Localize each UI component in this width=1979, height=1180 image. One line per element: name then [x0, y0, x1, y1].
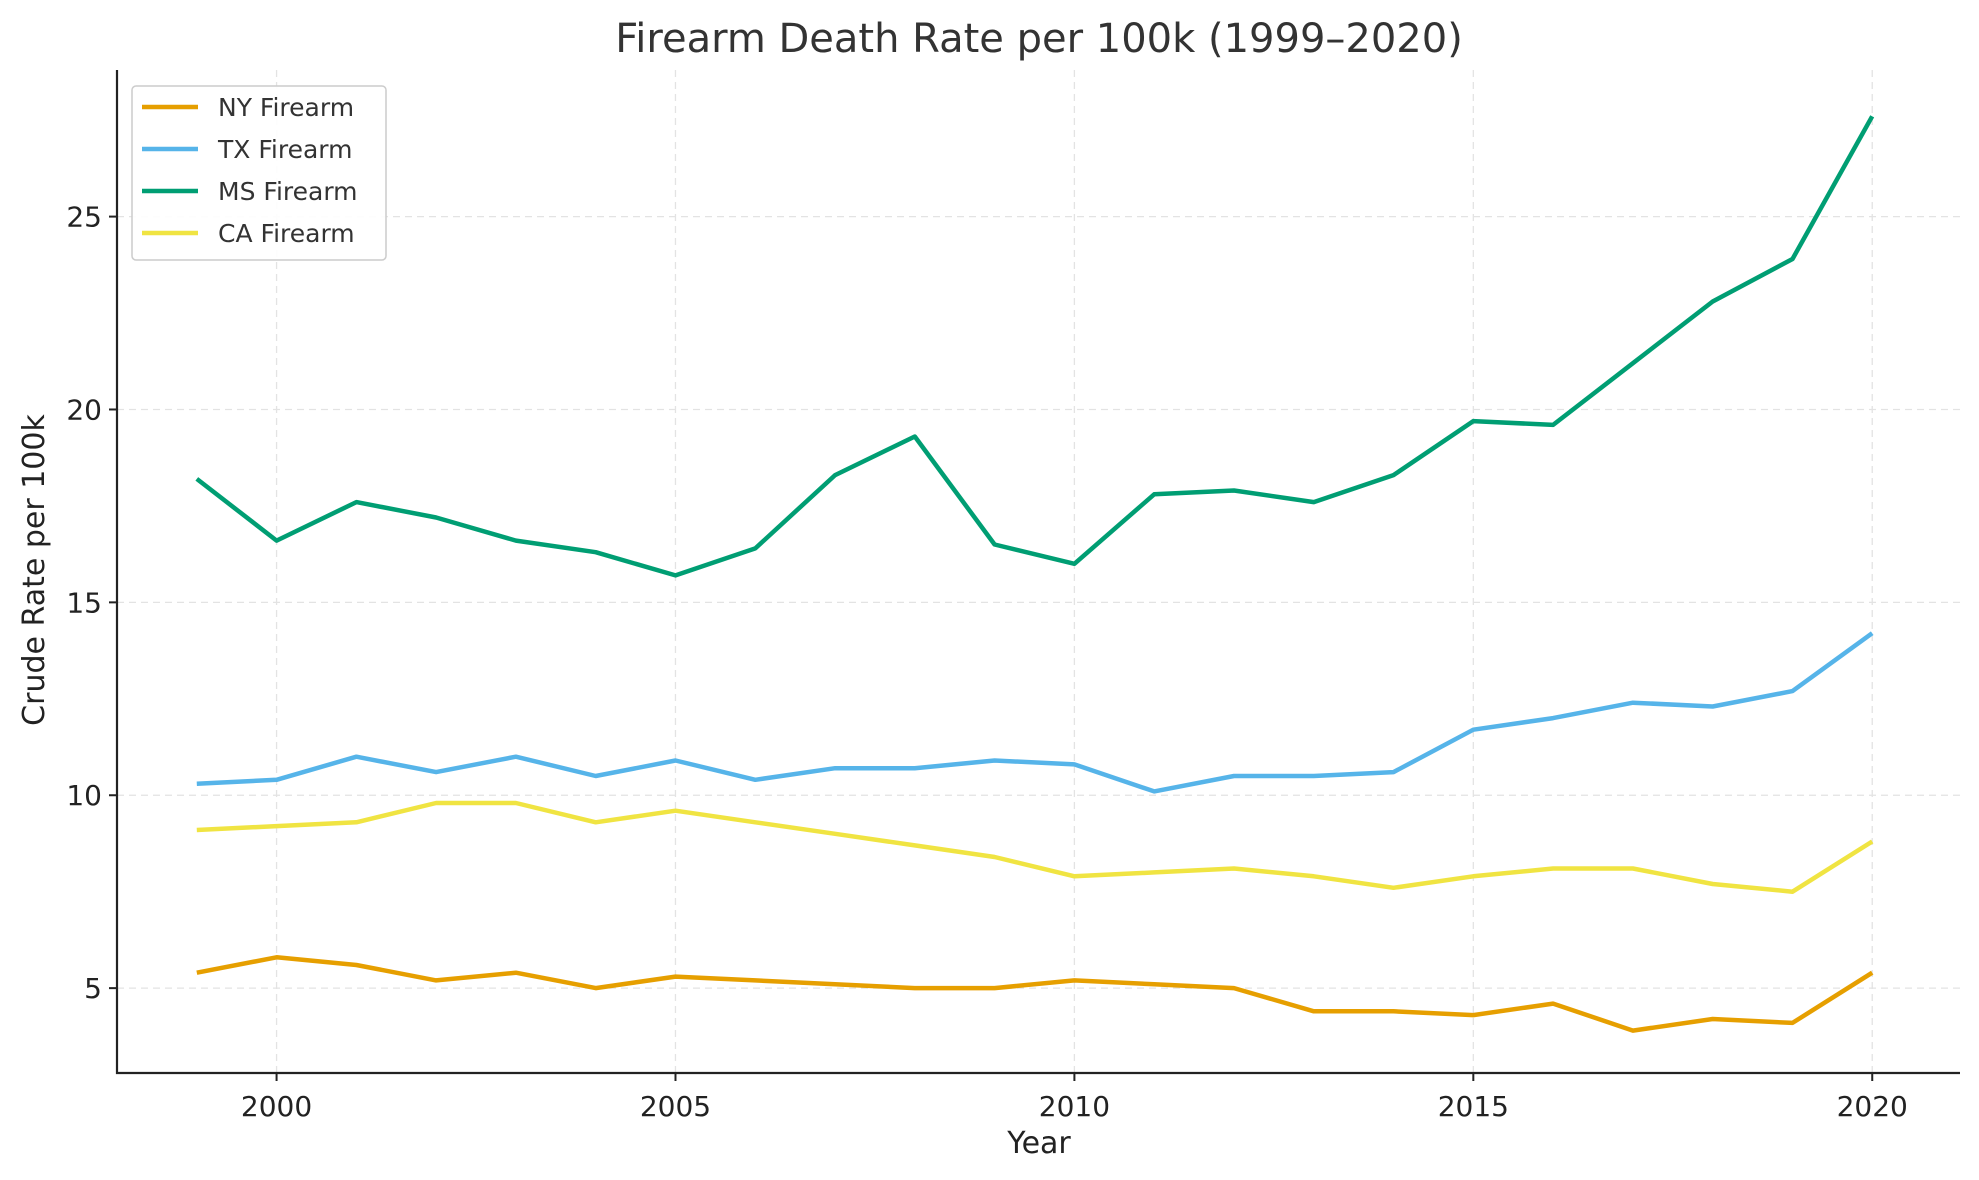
x-axis-label: Year	[1006, 1126, 1071, 1161]
x-tick-label-2000: 2000	[241, 1090, 312, 1123]
y-axis-label: Crude Rate per 100k	[17, 414, 52, 726]
y-tick-label-20: 20	[66, 393, 102, 426]
series-line-ca-firearm	[196, 800, 1874, 894]
axes-frame	[115, 70, 1960, 1075]
x-tick-label-2010: 2010	[1039, 1090, 1110, 1123]
legend: NY Firearm TX Firearm MS Firearm CA Firearm	[131, 85, 387, 261]
legend-frame	[131, 85, 387, 261]
series-line-ms-firearm	[195, 115, 1875, 578]
x-tick-label-2020: 2020	[1837, 1090, 1908, 1123]
legend-label-ca-firearm: CA Firearm	[218, 219, 355, 248]
series-layer	[195, 115, 1875, 1033]
y-axis: 5 10 15 20 25	[66, 201, 117, 1005]
x-tick-label-2005: 2005	[640, 1090, 711, 1123]
legend-label-ny-firearm: NY Firearm	[218, 93, 354, 122]
legend-label-tx-firearm: TX Firearm	[217, 135, 352, 164]
x-tick-label-2015: 2015	[1438, 1090, 1509, 1123]
grid	[117, 70, 1960, 1073]
y-tick-label-5: 5	[84, 972, 102, 1005]
chart-title: Firearm Death Rate per 100k (1999–2020)	[615, 16, 1463, 62]
y-tick-label-25: 25	[66, 201, 102, 234]
series-line-ny-firearm	[196, 955, 1874, 1033]
x-axis: 2000 2005 2010 2015 2020	[241, 1073, 1908, 1123]
y-tick-label-15: 15	[66, 586, 102, 619]
legend-label-ms-firearm: MS Firearm	[218, 177, 358, 206]
y-tick-label-10: 10	[66, 779, 102, 812]
series-line-tx-firearm	[196, 631, 1874, 794]
